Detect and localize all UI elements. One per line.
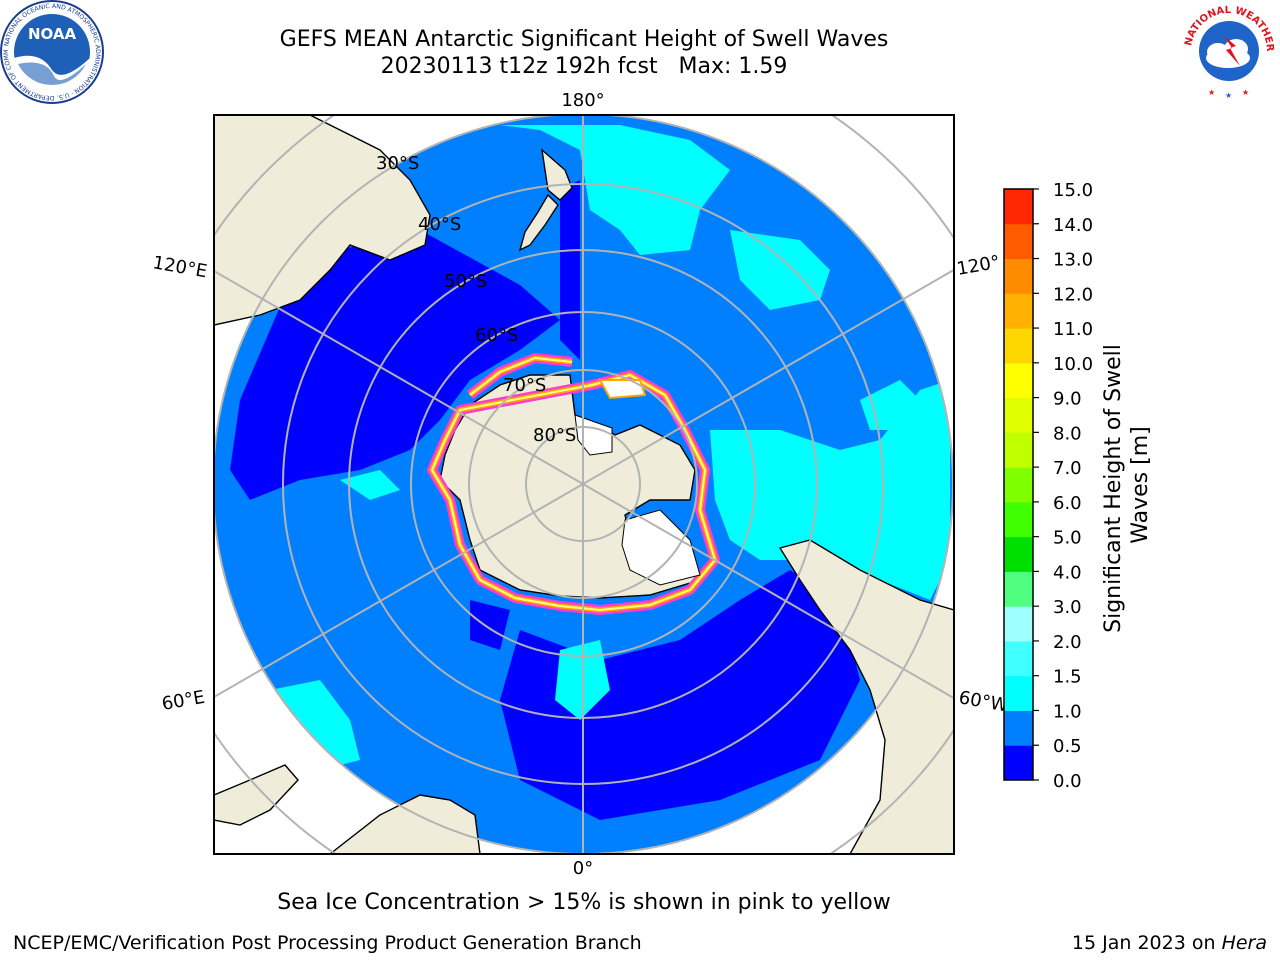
weddell-sea-ice bbox=[621, 509, 701, 586]
parallel-label-70s: 70°S bbox=[503, 375, 546, 396]
svg-text:★: ★ bbox=[1208, 88, 1215, 97]
colorbar-ticks: 0.0 0.5 1.0 1.5 2.0 3.0 4.0 5.0 6.0 7.0 8.0 9.0 10.0… bbox=[1033, 180, 1093, 792]
svg-text:★: ★ bbox=[1225, 91, 1232, 100]
australia-land bbox=[214, 115, 431, 326]
colorbar-tick-label: 15.0 bbox=[1053, 180, 1093, 201]
colorbar-frame bbox=[1003, 188, 1034, 781]
mid-swell-region bbox=[730, 230, 830, 310]
colorbar-segment bbox=[1004, 432, 1033, 468]
colorbar-tick-label: 1.5 bbox=[1053, 667, 1082, 688]
colorbar-tick-label: 12.0 bbox=[1053, 284, 1093, 305]
colorbar-tick-label: 0.0 bbox=[1053, 771, 1082, 792]
colorbar-segment bbox=[1004, 293, 1033, 329]
colorbar-tick-label: 4.0 bbox=[1053, 562, 1082, 583]
credit-date-text: 15 Jan 2023 on bbox=[1071, 932, 1222, 954]
colorbar-tick-label: 7.0 bbox=[1053, 458, 1082, 479]
svg-text:★: ★ bbox=[1242, 88, 1249, 97]
low-swell-region bbox=[500, 570, 860, 820]
mid-swell-region bbox=[340, 470, 400, 500]
colorbar-tick-label: 3.0 bbox=[1053, 597, 1082, 618]
meridian-label-bottom: 0° bbox=[573, 858, 593, 879]
mid-swell-region bbox=[500, 125, 730, 255]
colorbar-tick-label: 6.0 bbox=[1053, 493, 1082, 514]
south-america-land bbox=[778, 539, 954, 854]
parallel-label-50s: 50°S bbox=[444, 271, 487, 292]
colorbar-segment bbox=[1004, 467, 1033, 503]
colorbar-tick-label: 10.0 bbox=[1053, 354, 1093, 375]
colorbar-segment bbox=[1004, 745, 1033, 781]
parallel-label-80s: 80°S bbox=[533, 425, 576, 446]
meridian-60e-120w bbox=[214, 268, 954, 699]
meridian-label-top: 180° bbox=[561, 90, 604, 111]
low-swell-region bbox=[470, 600, 510, 650]
colorbar-segment bbox=[1004, 536, 1033, 572]
colorbar-segment bbox=[1004, 571, 1033, 607]
nws-logo: NATIONAL WEATHER SERVICE ★ ★ ★ bbox=[1178, 0, 1279, 101]
colorbar-segment bbox=[1004, 397, 1033, 433]
chart-title: GEFS MEAN Antarctic Significant Height o… bbox=[279, 27, 889, 52]
low-swell-region bbox=[560, 180, 580, 360]
ross-sea-ice bbox=[598, 379, 647, 400]
colorbar-segment bbox=[1004, 328, 1033, 364]
noaa-logo-text: NOAA bbox=[28, 25, 77, 43]
parallel-label-40s: 40°S bbox=[418, 214, 461, 235]
sea-ice-note: Sea Ice Concentration > 15% is shown in … bbox=[277, 890, 891, 915]
colorbar-segment bbox=[1004, 362, 1033, 399]
low-swell-region bbox=[230, 230, 560, 500]
africa-land bbox=[328, 794, 481, 854]
colorbar-tick-label: 13.0 bbox=[1053, 250, 1093, 271]
colorbar-tick-label: 14.0 bbox=[1053, 215, 1093, 236]
map-frame bbox=[213, 114, 955, 855]
ross-ice-shelf bbox=[574, 414, 613, 456]
parallel-label-60s: 60°S bbox=[475, 325, 518, 346]
colorbar-segment bbox=[1004, 640, 1033, 677]
credit-machine: Hera bbox=[1221, 932, 1267, 954]
credit-branch: NCEP/EMC/Verification Post Processing Pr… bbox=[13, 932, 642, 954]
colorbar-tick-label: 0.5 bbox=[1053, 736, 1082, 757]
colorbar-segments bbox=[1004, 189, 1033, 781]
new-zealand-north-land bbox=[541, 148, 573, 201]
chart-subtitle: 20230113 t12z 192h fcst Max: 1.59 bbox=[380, 54, 788, 79]
mid-swell-region bbox=[710, 380, 950, 600]
colorbar-tick-label: 11.0 bbox=[1053, 319, 1093, 340]
parallel-label-30s: 30°S bbox=[376, 153, 419, 174]
colorbar-tick-label: 2.0 bbox=[1053, 632, 1082, 653]
colorbar-segment bbox=[1004, 606, 1033, 642]
land-masses bbox=[214, 115, 954, 854]
colorbar-segment bbox=[1004, 501, 1033, 538]
colorbar-segment bbox=[1004, 675, 1033, 711]
colorbar-label: Significant Height of Swell Waves [m] bbox=[1101, 337, 1153, 633]
sea-ice-edge bbox=[427, 353, 720, 615]
colorbar-segment bbox=[1004, 258, 1033, 294]
credit-date: 15 Jan 2023 on Hera bbox=[1072, 932, 1267, 954]
colorbar-segment bbox=[1004, 710, 1033, 746]
colorbar-segment bbox=[1004, 223, 1033, 260]
new-zealand-south-land bbox=[518, 193, 559, 252]
colorbar-tick-label: 8.0 bbox=[1053, 423, 1082, 444]
colorbar-tick-label: 1.0 bbox=[1053, 701, 1082, 722]
colorbar-tick-label: 9.0 bbox=[1053, 389, 1082, 410]
madagascar-land bbox=[214, 764, 299, 826]
noaa-logo: NATIONAL OCEANIC AND ATMOSPHERIC ADMINIS… bbox=[0, 0, 104, 104]
colorbar-tick-label: 5.0 bbox=[1053, 528, 1082, 549]
colorbar-segment bbox=[1004, 189, 1033, 225]
